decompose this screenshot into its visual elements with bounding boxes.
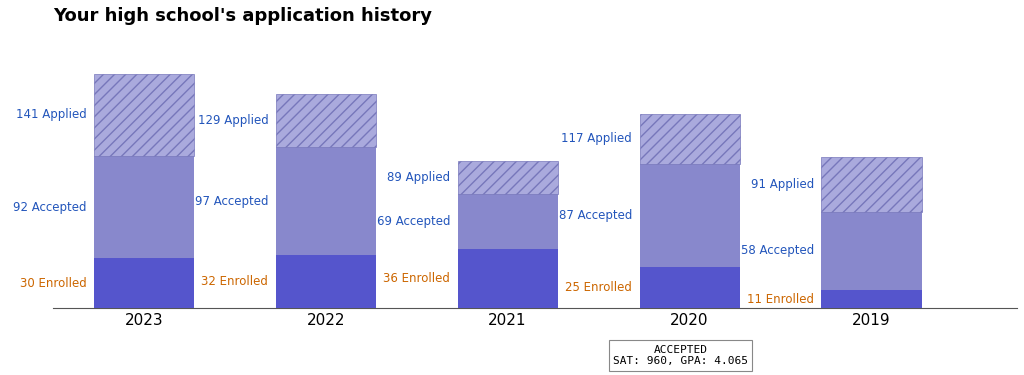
Bar (821, 212, 922, 290)
Bar (640, 164, 739, 267)
Bar (821, 157, 922, 212)
Bar (93, 156, 194, 258)
Text: 11 Enrolled: 11 Enrolled (748, 292, 814, 306)
Bar (821, 290, 922, 308)
Text: ACCEPTED
SAT: 960, GPA: 4.065: ACCEPTED SAT: 960, GPA: 4.065 (613, 345, 748, 366)
Text: 30 Enrolled: 30 Enrolled (19, 277, 86, 290)
Bar (458, 160, 558, 194)
Text: 141 Applied: 141 Applied (15, 108, 86, 122)
Text: 69 Accepted: 69 Accepted (377, 214, 451, 228)
Bar (640, 114, 739, 164)
Bar (93, 258, 194, 308)
Text: 87 Accepted: 87 Accepted (559, 209, 632, 222)
Bar (93, 74, 194, 156)
Bar (640, 267, 739, 308)
Bar (275, 255, 376, 308)
Text: 92 Accepted: 92 Accepted (13, 201, 86, 213)
Text: 97 Accepted: 97 Accepted (195, 195, 268, 208)
Text: 58 Accepted: 58 Accepted (741, 244, 814, 258)
Text: 91 Applied: 91 Applied (751, 178, 814, 191)
Bar (275, 94, 376, 147)
Text: 32 Enrolled: 32 Enrolled (202, 275, 268, 288)
Bar (275, 147, 376, 255)
Text: 117 Applied: 117 Applied (561, 132, 632, 146)
Text: 89 Applied: 89 Applied (387, 171, 451, 184)
Text: 25 Enrolled: 25 Enrolled (565, 281, 632, 294)
Text: 129 Applied: 129 Applied (198, 114, 268, 127)
Text: 36 Enrolled: 36 Enrolled (383, 272, 451, 285)
Bar (458, 194, 558, 249)
Text: Your high school's application history: Your high school's application history (53, 7, 432, 25)
Bar (458, 249, 558, 308)
